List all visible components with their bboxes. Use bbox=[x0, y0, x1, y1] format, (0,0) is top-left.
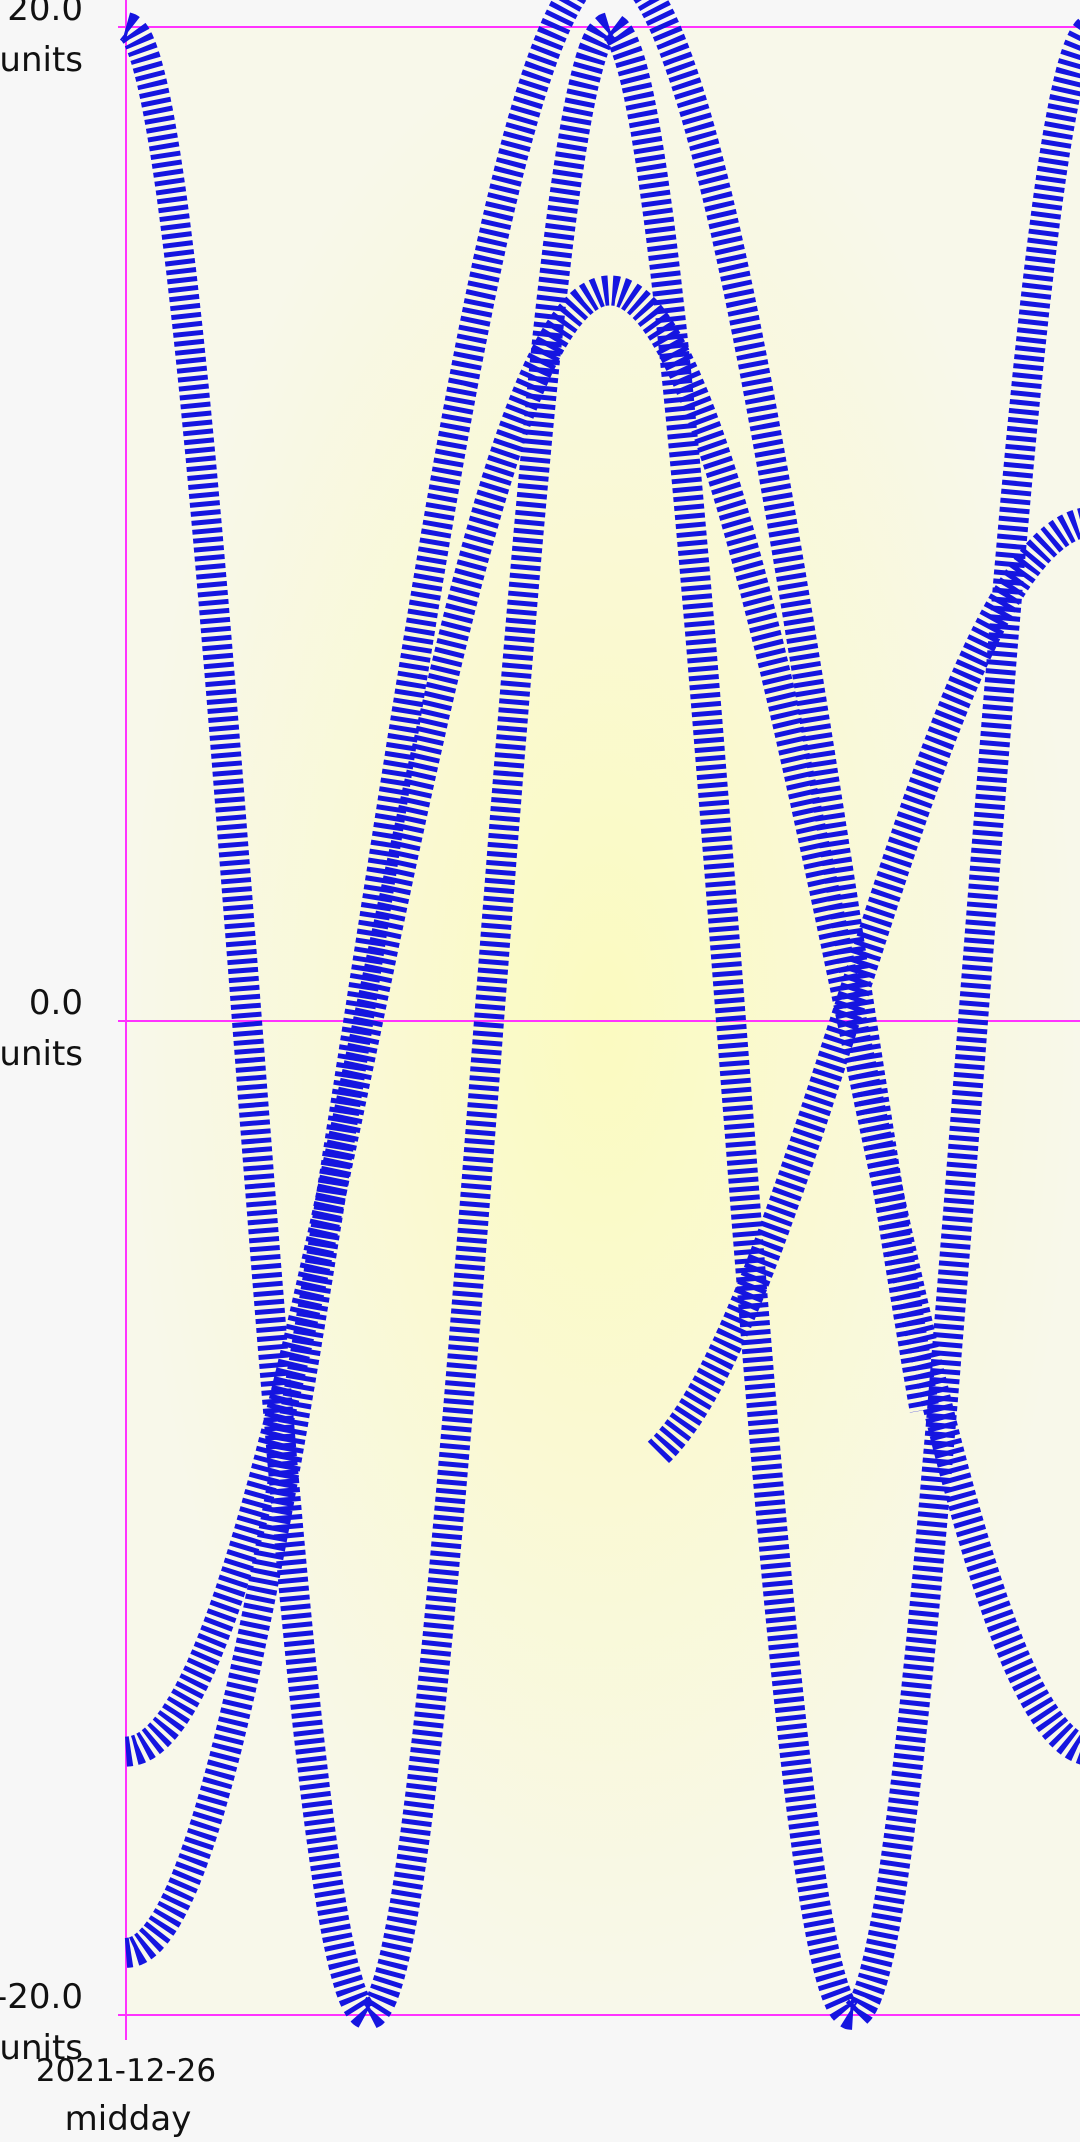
x-tick-label: 2021-12-26 midday bbox=[36, 2053, 216, 2139]
series-group bbox=[112, 0, 1080, 2030]
y-tick-label: -20.0 units bbox=[0, 1977, 83, 2068]
y-tick-label: 20.0 units bbox=[0, 0, 83, 80]
y-tick-value: -20.0 bbox=[0, 1977, 83, 2017]
gridlines bbox=[118, 0, 1080, 2040]
y-tick-label: 0.0 units bbox=[0, 983, 83, 1074]
y-tick-value: 0.0 bbox=[29, 983, 83, 1023]
x-axis-ticks: 2021-12-26 midday bbox=[36, 2053, 216, 2139]
x-tick-date: 2021-12-26 bbox=[36, 2053, 216, 2089]
y-axis-ticks: 20.0 units 0.0 units -20.0 units bbox=[0, 0, 83, 2068]
x-tick-time: midday bbox=[65, 2099, 192, 2139]
y-tick-unit: units bbox=[0, 40, 83, 80]
y-tick-unit: units bbox=[0, 1034, 83, 1074]
y-tick-unit: units bbox=[0, 2028, 83, 2068]
series-line-3 bbox=[112, 0, 940, 1968]
y-tick-value: 20.0 bbox=[7, 0, 83, 29]
